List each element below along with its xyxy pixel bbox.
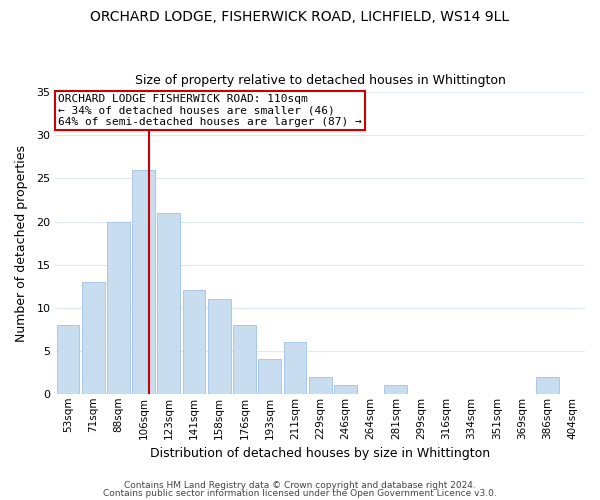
Bar — [132, 170, 155, 394]
Bar — [334, 385, 357, 394]
Text: ORCHARD LODGE, FISHERWICK ROAD, LICHFIELD, WS14 9LL: ORCHARD LODGE, FISHERWICK ROAD, LICHFIEL… — [91, 10, 509, 24]
Bar — [82, 282, 104, 394]
X-axis label: Distribution of detached houses by size in Whittington: Distribution of detached houses by size … — [150, 447, 490, 460]
Bar — [157, 213, 180, 394]
Bar — [56, 325, 79, 394]
Text: Contains HM Land Registry data © Crown copyright and database right 2024.: Contains HM Land Registry data © Crown c… — [124, 481, 476, 490]
Bar — [536, 376, 559, 394]
Text: Contains public sector information licensed under the Open Government Licence v3: Contains public sector information licen… — [103, 488, 497, 498]
Bar — [385, 385, 407, 394]
Bar — [233, 325, 256, 394]
Bar — [107, 222, 130, 394]
Title: Size of property relative to detached houses in Whittington: Size of property relative to detached ho… — [135, 74, 506, 87]
Bar — [182, 290, 205, 394]
Bar — [259, 360, 281, 394]
Bar — [284, 342, 306, 394]
Bar — [309, 376, 332, 394]
Y-axis label: Number of detached properties: Number of detached properties — [15, 144, 28, 342]
Bar — [208, 299, 230, 394]
Text: ORCHARD LODGE FISHERWICK ROAD: 110sqm
← 34% of detached houses are smaller (46)
: ORCHARD LODGE FISHERWICK ROAD: 110sqm ← … — [58, 94, 362, 127]
